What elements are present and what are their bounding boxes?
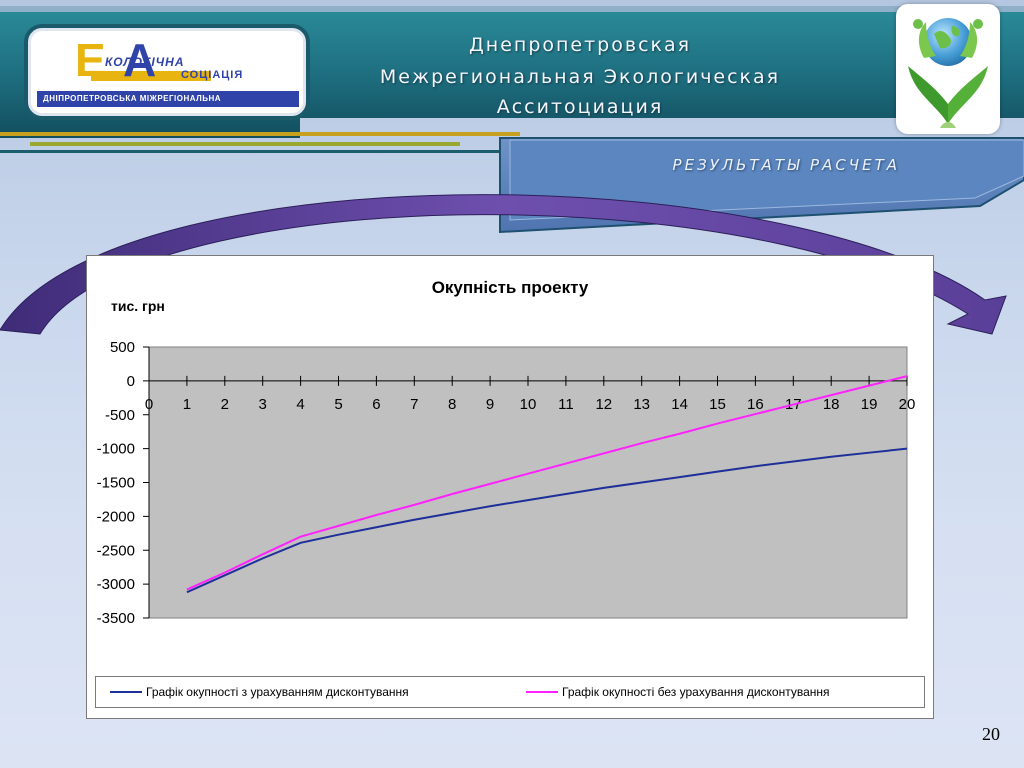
globe-with-leaves-icon [896,4,1000,134]
curved-arrow-icon [0,194,1007,335]
series-line-0 [186,447,908,594]
logo-letter-e: Е [75,34,106,86]
y-axis-unit-label: тис. грн [111,298,165,314]
payback-chart: Окупність проекту тис. грн 500 0 -500 -1000… [86,255,934,719]
legend-item-undiscounted: Графік окупності без урахування дисконту… [526,677,830,707]
header-title-line-2: Межрегиональная Экологическая [379,66,781,88]
legend-label-discounted: Графік окупності з урахуванням дисконтув… [146,685,409,699]
header-title-line-1: Днепропетровская [468,34,692,56]
plot-area [148,346,908,619]
series-line-1 [186,375,908,591]
y-tick-label: -2500 [97,542,135,559]
x-tick-label: 6 [372,396,380,413]
x-tick-label: 3 [259,396,267,413]
x-tick-label: 1 [183,396,191,413]
x-tick-label: 9 [486,396,494,413]
x-tick-label: 7 [410,396,418,413]
logo-strip: ДНІПРОПЕТРОВСЬКА МІЖРЕГІОНАЛЬНА [37,91,299,107]
y-tick-label: 500 [110,339,135,356]
x-tick-label: 2 [221,396,229,413]
x-tick-label: 8 [448,396,456,413]
legend-item-discounted: Графік окупності з урахуванням дисконтув… [110,677,409,707]
x-tick-label: 16 [747,396,764,413]
page-number: 20 [982,724,1000,744]
x-tick-label: 12 [595,396,612,413]
x-tick-label: 0 [145,396,153,413]
logo-word-association: СОЦІАЦІЯ [181,69,244,81]
y-tick-label: -3500 [97,610,135,627]
x-tick-label: 4 [296,396,304,413]
y-tick-label: -2000 [97,508,135,525]
y-tick-label: 0 [127,373,135,390]
x-tick-label: 5 [334,396,342,413]
y-tick-label: -3000 [97,576,135,593]
logo-accent-bar [91,71,211,81]
y-tick-label: -500 [105,407,135,424]
x-tick-label: 14 [671,396,688,413]
legend-swatch-discounted [110,691,142,693]
logo-word-ecological: КОЛОГІЧНА [105,55,185,69]
y-tick-label: -1500 [97,475,135,492]
legend-swatch-undiscounted [526,691,558,693]
y-tick-label: -1000 [97,441,135,458]
x-tick-label: 19 [861,396,878,413]
logo-letter-a: А [123,34,157,86]
header-title-line-3: Асситоциация [496,96,664,118]
x-tick-label: 11 [558,396,574,413]
x-tick-label: 20 [899,396,916,413]
x-tick-label: 13 [633,396,650,413]
x-tick-label: 15 [709,396,726,413]
chart-legend: Графік окупності з урахуванням дисконтув… [95,676,925,708]
x-tick-label: 10 [520,396,537,413]
association-logo: Е А КОЛОГІЧНА СОЦІАЦІЯ ДНІПРОПЕТРОВСЬКА … [28,28,306,116]
chart-plot-svg: 500 0 -500 -1000 -1500 -2000 -2500 -3000 -3500 0 1… [97,339,916,627]
chart-title: Окупність проекту [431,278,589,297]
legend-label-undiscounted: Графік окупності без урахування дисконту… [562,685,830,699]
section-subtitle: РЕЗУЛЬТАТЫ РАСЧЕТА [672,156,900,174]
x-tick-label: 18 [823,396,840,413]
